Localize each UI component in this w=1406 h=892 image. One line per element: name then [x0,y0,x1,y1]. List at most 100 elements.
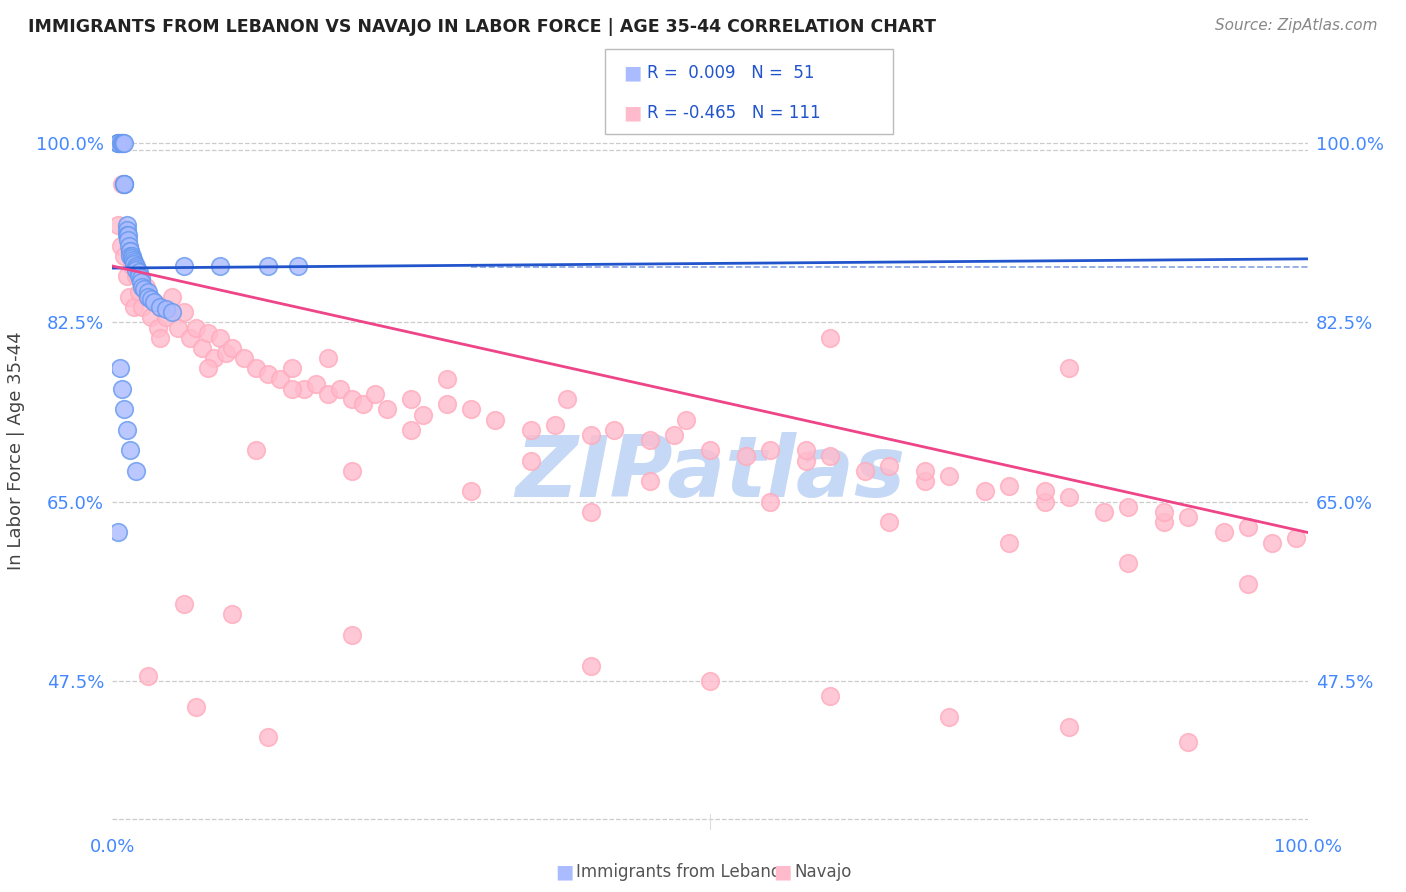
Point [186,320,208,334]
Point [173,305,195,319]
Text: ■: ■ [773,863,792,882]
Point [128,265,150,279]
Point [1057,361,1080,376]
Point [139,310,162,325]
Point [129,276,152,290]
Point [209,331,232,345]
Text: R = -0.465   N = 111: R = -0.465 N = 111 [647,104,820,122]
Point [162,305,183,319]
Point [138,290,160,304]
Point [340,628,363,642]
Text: ■: ■ [623,63,641,83]
Point [107,136,129,150]
Point [484,413,506,427]
Point [1285,531,1308,545]
Point [107,136,129,150]
Point [579,505,602,519]
Point [121,251,143,265]
Point [1153,505,1175,519]
Point [1261,535,1284,549]
Point [305,376,328,391]
Point [401,392,423,407]
Point [460,484,482,499]
Point [149,300,172,314]
Point [1177,735,1199,749]
Point [115,228,138,243]
Point [1153,515,1175,529]
Text: ZIPatlas: ZIPatlas [515,432,905,515]
Point [1213,525,1236,540]
Text: Immigrants from Lebanon: Immigrants from Lebanon [576,863,792,881]
Point [640,434,662,448]
Point [1118,500,1140,514]
Point [269,372,291,386]
Point [914,464,936,478]
Text: ■: ■ [555,863,574,882]
Point [1118,556,1140,570]
Point [436,397,458,411]
Point [292,382,315,396]
Point [938,710,960,724]
Point [245,361,267,376]
Point [664,428,686,442]
Point [794,443,817,458]
Point [138,285,160,299]
Point [121,249,143,263]
Point [287,259,309,273]
Point [114,177,135,191]
Point [107,218,129,232]
Point [377,402,399,417]
Point [121,252,143,267]
Point [1237,520,1260,534]
Point [352,397,374,411]
Point [131,279,153,293]
Point [221,607,243,622]
Point [155,301,177,316]
Point [135,279,157,293]
Y-axis label: In Labor Force | Age 35-44: In Labor Force | Age 35-44 [7,331,25,570]
Point [120,244,142,258]
Point [1033,484,1056,499]
Point [115,218,138,232]
Point [120,443,142,458]
Point [111,177,134,191]
Point [1057,720,1080,734]
Point [114,249,135,263]
Point [138,669,160,683]
Point [117,234,139,248]
Point [115,269,138,284]
Point [129,271,152,285]
Point [179,331,201,345]
Point [855,464,877,478]
Point [143,294,166,309]
Point [112,136,135,150]
Point [125,261,148,276]
Point [146,320,169,334]
Point [520,453,543,467]
Text: IMMIGRANTS FROM LEBANON VS NAVAJO IN LABOR FORCE | AGE 35-44 CORRELATION CHART: IMMIGRANTS FROM LEBANON VS NAVAJO IN LAB… [28,18,936,36]
Point [759,494,782,508]
Point [974,484,997,499]
Point [364,387,387,401]
Point [1237,576,1260,591]
Point [699,443,721,458]
Point [186,699,208,714]
Point [879,458,901,473]
Point [520,423,543,437]
Point [579,428,602,442]
Point [281,361,304,376]
Point [316,387,339,401]
Point [107,136,129,150]
Point [120,244,142,258]
Text: Navajo: Navajo [794,863,852,881]
Point [110,238,132,252]
Point [340,464,363,478]
Point [162,290,183,304]
Point [1033,494,1056,508]
Point [155,310,177,325]
Point [125,269,148,284]
Point [938,469,960,483]
Point [111,136,134,150]
Point [117,228,139,243]
Point [125,259,148,273]
